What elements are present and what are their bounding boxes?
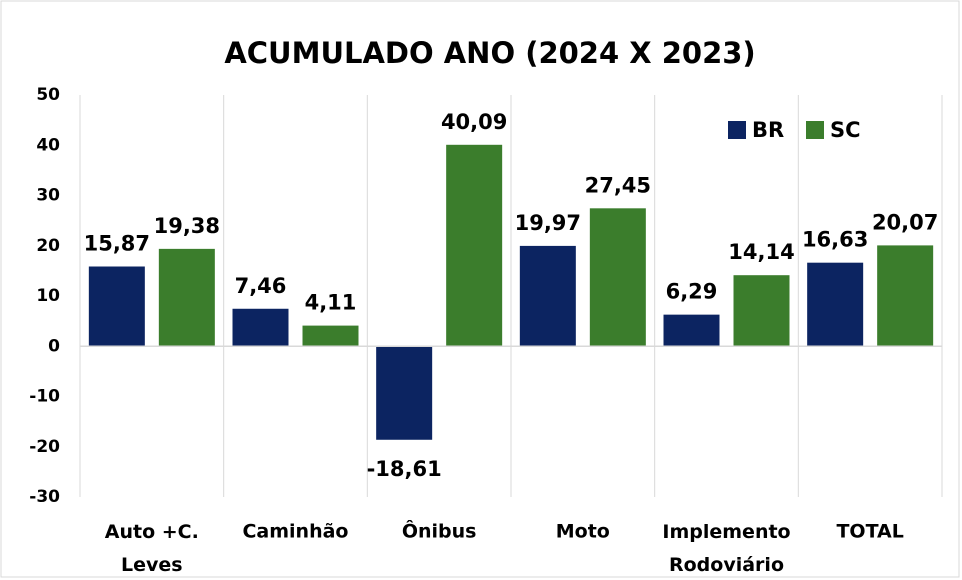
value-label: 27,45 [585, 173, 651, 197]
value-label: 40,09 [441, 110, 507, 134]
y-tick-label: 10 [36, 286, 60, 306]
bar [663, 314, 720, 347]
bar [733, 275, 790, 347]
chart-title: ACUMULADO ANO (2024 X 2023) [224, 36, 755, 70]
bar [589, 208, 646, 347]
y-tick-label: 0 [48, 336, 60, 356]
y-tick-label: 40 [36, 135, 60, 155]
bar [807, 262, 864, 347]
value-label: 15,87 [84, 232, 150, 256]
x-tick-label: Implemento Rodoviário [662, 521, 790, 576]
y-tick-label: -20 [29, 437, 60, 457]
value-label: 6,29 [666, 280, 718, 304]
bar [446, 144, 503, 347]
bar [232, 308, 289, 347]
x-tick-label: Caminhão [242, 521, 348, 543]
value-label: 19,97 [515, 211, 581, 235]
value-label: -18,61 [367, 457, 442, 481]
bar [88, 266, 145, 347]
x-tick-label: TOTAL [836, 521, 903, 543]
x-tick-label: Moto [556, 521, 610, 543]
y-tick-label: -30 [29, 487, 60, 507]
bar [877, 245, 934, 347]
legend-swatch [806, 121, 824, 139]
value-label: 19,38 [154, 214, 220, 238]
bar [519, 245, 576, 347]
value-label: 4,11 [305, 291, 357, 315]
y-tick-label: 20 [36, 236, 60, 256]
y-tick-label: 50 [36, 85, 60, 105]
legend-swatch [728, 121, 746, 139]
value-label: 20,07 [872, 210, 938, 234]
y-tick-label: -10 [29, 387, 60, 407]
legend-label: BR [752, 118, 784, 142]
value-label: 16,63 [802, 228, 868, 252]
x-tick-label: Ônibus [402, 519, 477, 543]
x-tick-label: Auto +C. Leves [105, 521, 199, 576]
y-tick-label: 30 [36, 186, 60, 206]
bar [158, 248, 215, 347]
value-label: 14,14 [728, 240, 794, 264]
bar [302, 325, 359, 347]
bar [376, 346, 433, 440]
legend-label: SC [830, 118, 861, 142]
value-label: 7,46 [235, 274, 287, 298]
